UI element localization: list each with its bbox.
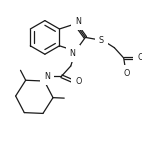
Text: N: N: [70, 49, 76, 58]
Text: N: N: [44, 72, 50, 81]
Text: O: O: [75, 77, 82, 86]
Text: N: N: [75, 17, 81, 26]
Text: S: S: [99, 36, 104, 45]
Text: O: O: [137, 53, 142, 62]
Text: O: O: [123, 69, 130, 78]
